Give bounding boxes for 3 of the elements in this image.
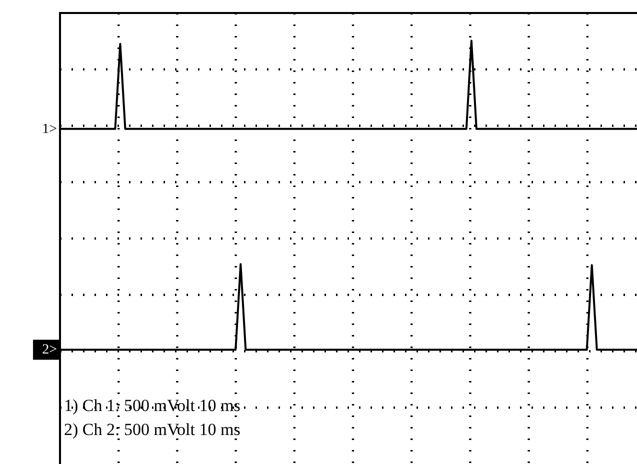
- text: 2) Ch 2: 500 mVolt 10 ms: [64, 420, 240, 439]
- series-label: 2>: [42, 342, 58, 358]
- series-label: 1>: [42, 122, 58, 137]
